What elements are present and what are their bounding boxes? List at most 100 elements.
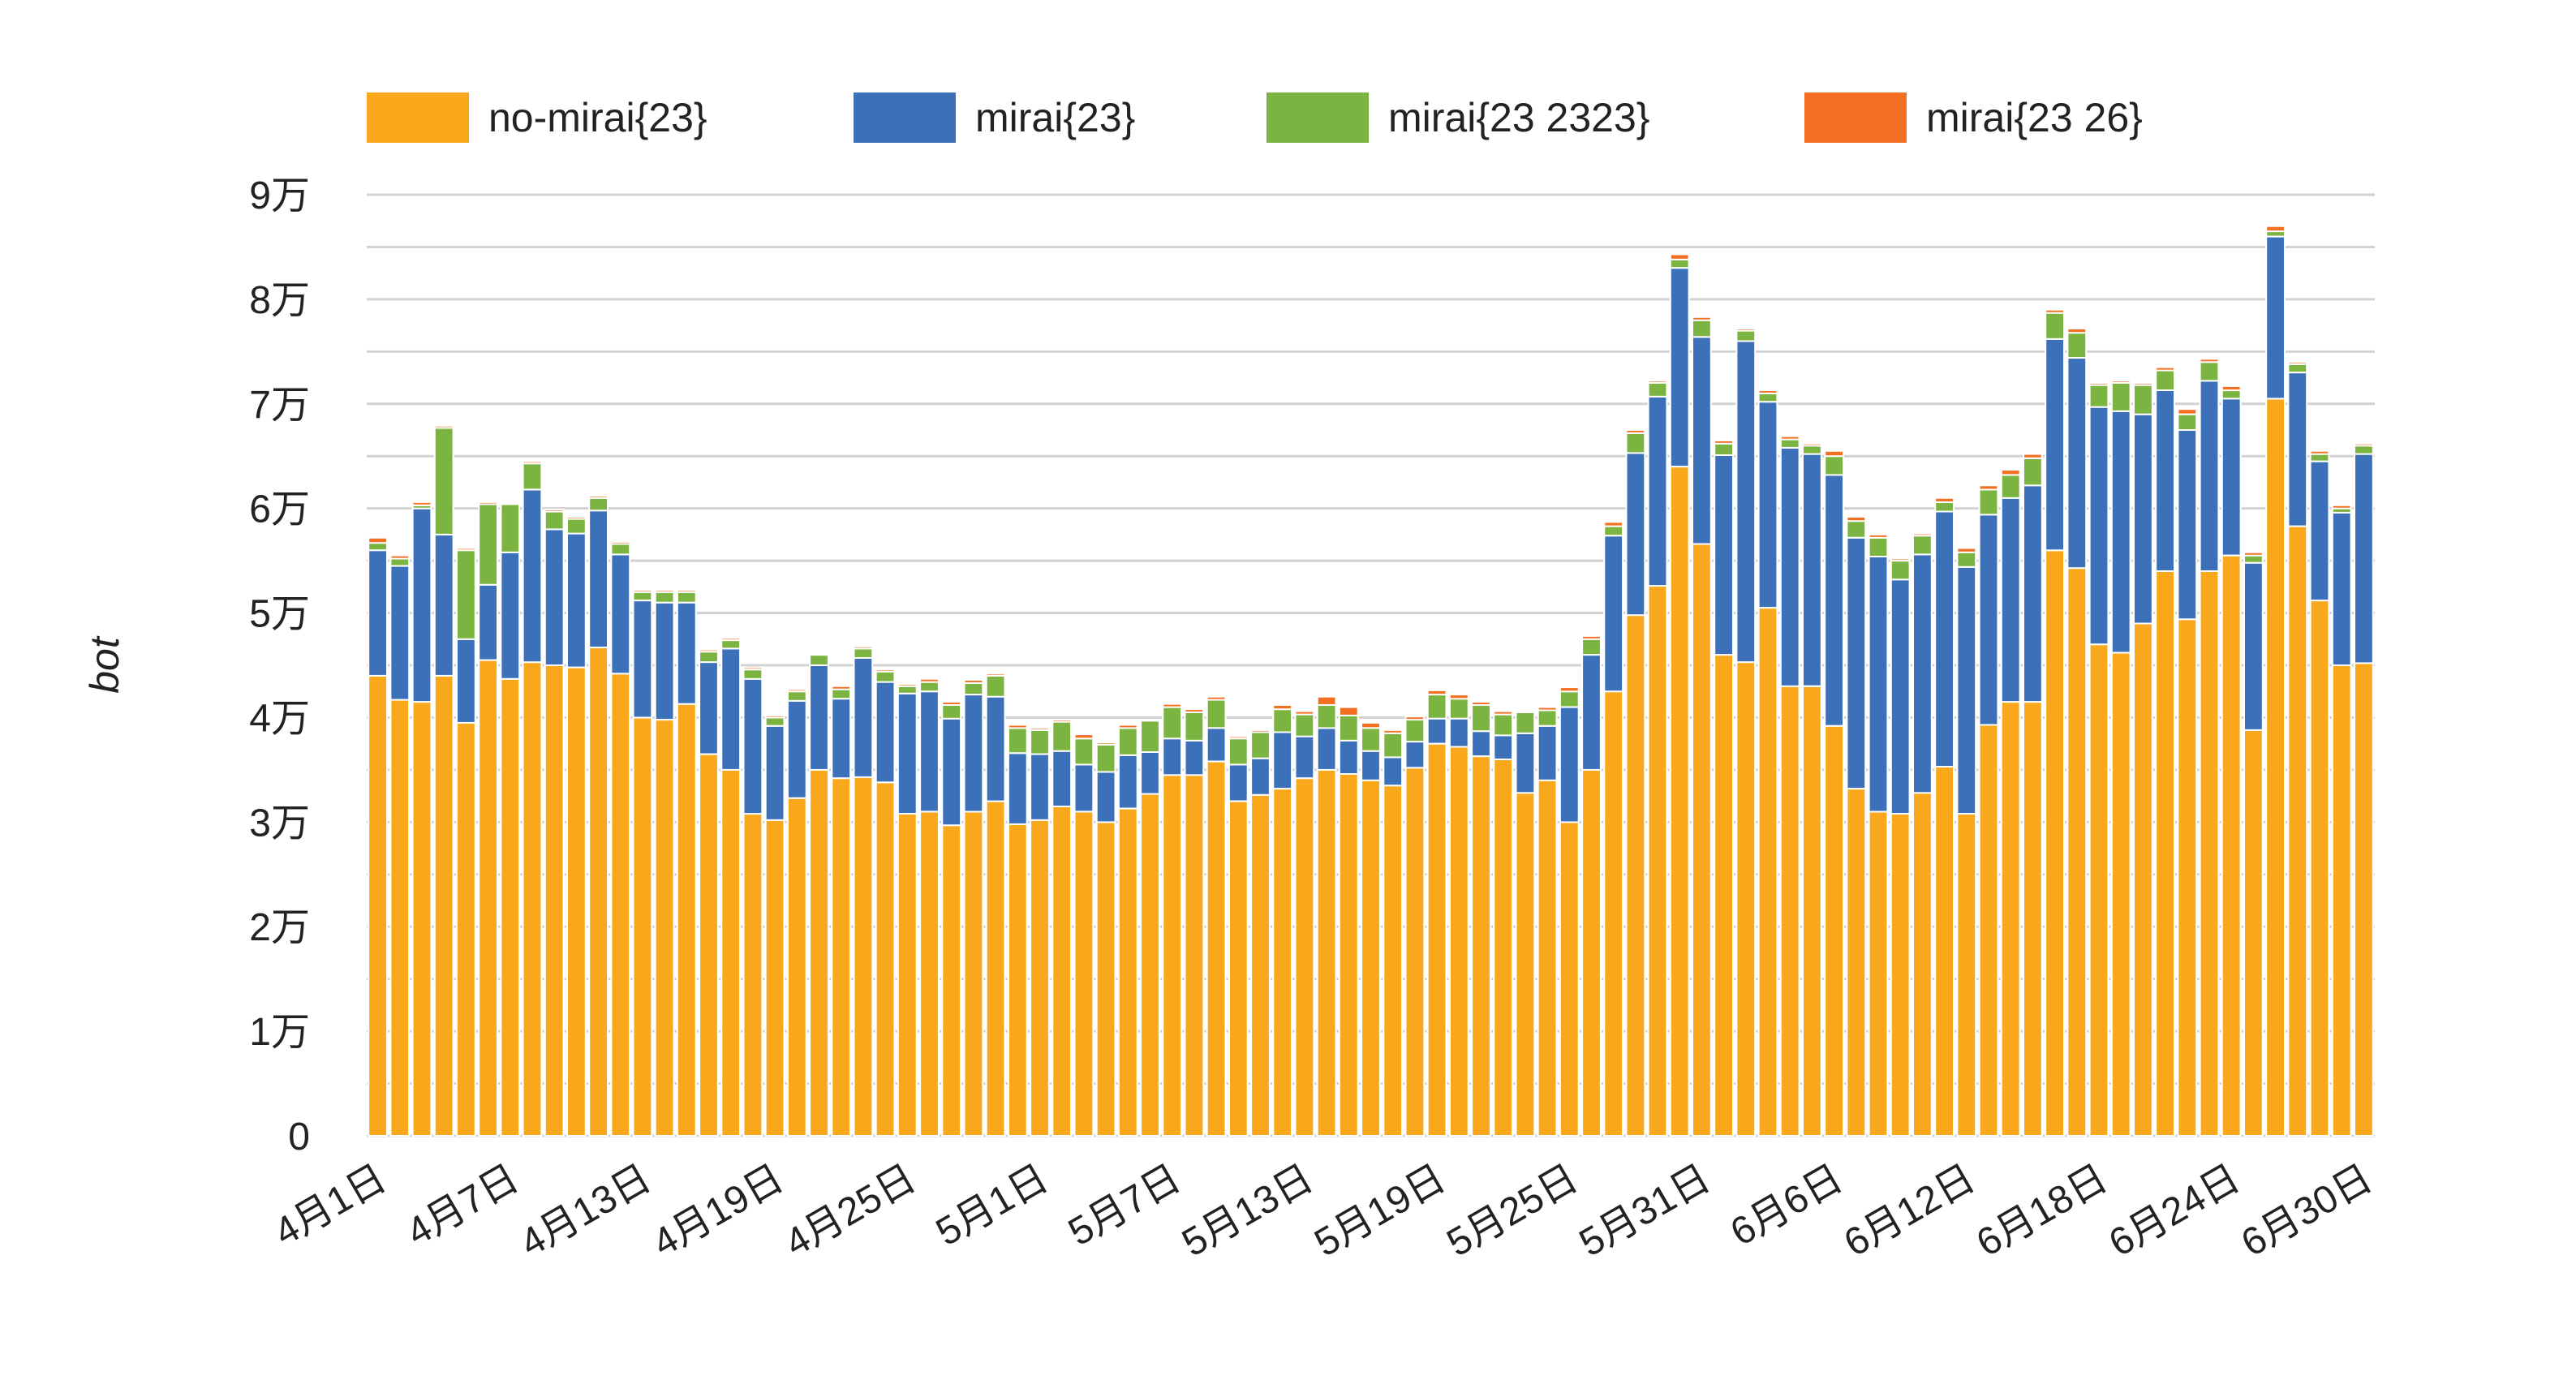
bar-segment-series-0 bbox=[809, 768, 829, 1137]
bar-segment-series-1 bbox=[1117, 754, 1138, 810]
x-tick-label: 5月31日 bbox=[1572, 1157, 1718, 1266]
bar-segment-series-0 bbox=[2155, 570, 2175, 1137]
bar-segment-series-2 bbox=[720, 639, 742, 650]
bar-segment-series-3 bbox=[1890, 557, 1911, 562]
bar-segment-series-0 bbox=[699, 753, 719, 1137]
bar-segment-series-2 bbox=[1779, 438, 1800, 449]
bar-segment-series-3 bbox=[1581, 634, 1602, 640]
bar-segment-series-0 bbox=[2110, 651, 2131, 1137]
bar-segment-series-2 bbox=[1338, 714, 1359, 742]
bar-segment-series-2 bbox=[2155, 369, 2175, 391]
bar-segment-series-0 bbox=[522, 661, 543, 1137]
bar-segment-series-2 bbox=[1692, 319, 1712, 338]
y-tick-label: 2万 bbox=[249, 906, 310, 949]
bar-segment-series-3 bbox=[1338, 706, 1359, 716]
bar-segment-series-1 bbox=[1824, 474, 1844, 727]
bar-segment-series-2 bbox=[1030, 729, 1050, 755]
bar-segment-series-2 bbox=[2177, 413, 2198, 432]
bar-segment-series-1 bbox=[897, 692, 918, 815]
x-tick-label: 4月19日 bbox=[646, 1157, 791, 1266]
bar-segment-series-1 bbox=[742, 677, 763, 815]
y-tick-label: 6万 bbox=[249, 488, 310, 531]
bar-segment-series-2 bbox=[1162, 706, 1183, 740]
bar-segment-series-3 bbox=[897, 683, 918, 687]
bar-segment-series-3 bbox=[1316, 695, 1337, 707]
x-tick-label: 4月13日 bbox=[513, 1157, 658, 1266]
bar-segment-series-2 bbox=[941, 704, 962, 720]
bar-segment-series-3 bbox=[2199, 358, 2220, 363]
bar-segment-series-0 bbox=[963, 810, 984, 1137]
bar-segment-series-3 bbox=[2309, 449, 2330, 455]
bar-segment-series-2 bbox=[1735, 329, 1757, 342]
bar-segment-series-2 bbox=[764, 716, 785, 727]
bar-segment-series-1 bbox=[1978, 514, 1999, 726]
bar-segment-series-0 bbox=[1647, 585, 1668, 1137]
bar-segment-series-3 bbox=[566, 516, 587, 520]
bar-segment-series-2 bbox=[1559, 690, 1580, 708]
bar-segment-series-1 bbox=[1846, 536, 1867, 790]
bar-segment-series-0 bbox=[1779, 685, 1800, 1137]
bar-segment-series-1 bbox=[654, 601, 675, 721]
bar-segment-series-3 bbox=[1493, 710, 1514, 716]
bar-segment-series-3 bbox=[588, 495, 609, 499]
bar-segment-series-1 bbox=[1471, 730, 1491, 758]
bar-segment-series-1 bbox=[1581, 654, 1602, 771]
bar-segment-series-2 bbox=[1581, 638, 1602, 656]
bar-segment-series-0 bbox=[764, 819, 785, 1137]
bar-segment-series-1 bbox=[1890, 578, 1911, 815]
bar-segment-series-3 bbox=[1735, 328, 1757, 332]
x-tick-label: 5月1日 bbox=[929, 1157, 1056, 1255]
bar-segment-series-2 bbox=[897, 685, 918, 694]
bar-segment-series-3 bbox=[522, 460, 543, 465]
bar-segment-series-1 bbox=[411, 507, 432, 703]
bar-segment-series-2 bbox=[2199, 361, 2220, 382]
bar-segment-series-0 bbox=[1426, 742, 1447, 1137]
bar-segment-series-2 bbox=[588, 497, 609, 512]
bar-segment-series-0 bbox=[786, 797, 807, 1137]
bar-segment-series-0 bbox=[1802, 685, 1822, 1137]
bar-segment-series-3 bbox=[2354, 442, 2374, 447]
y-tick-label: 3万 bbox=[249, 802, 310, 845]
bar-segment-series-2 bbox=[610, 543, 631, 556]
bar-segment-series-2 bbox=[1228, 737, 1249, 766]
bar-segment-series-0 bbox=[2243, 729, 2264, 1137]
bar-segment-series-1 bbox=[1868, 556, 1889, 813]
bar-segment-series-2 bbox=[544, 510, 565, 531]
bar-segment-series-2 bbox=[1272, 708, 1293, 733]
bar-segment-series-1 bbox=[2000, 497, 2021, 703]
bar-segment-series-1 bbox=[699, 661, 719, 755]
bar-segment-series-3 bbox=[2000, 469, 2021, 476]
bar-segment-series-3 bbox=[2221, 385, 2242, 392]
bar-segment-series-3 bbox=[1383, 729, 1404, 734]
bar-segment-series-2 bbox=[632, 591, 653, 602]
bar-segment-series-0 bbox=[1383, 785, 1404, 1137]
bar-segment-series-3 bbox=[2045, 308, 2065, 314]
bar-segment-series-2 bbox=[1978, 488, 1999, 516]
bar-segment-series-1 bbox=[1294, 735, 1315, 780]
bar-segment-series-1 bbox=[1537, 724, 1558, 781]
bar-segment-series-1 bbox=[389, 565, 411, 701]
bar-segment-series-1 bbox=[2199, 380, 2220, 572]
bar-segment-series-1 bbox=[2265, 235, 2286, 400]
bar-segment-series-0 bbox=[1007, 823, 1028, 1137]
bar-segment-series-3 bbox=[1228, 735, 1249, 740]
bar-segment-series-3 bbox=[1647, 380, 1668, 384]
bar-segment-series-2 bbox=[1846, 520, 1867, 539]
bar-segment-series-1 bbox=[1361, 750, 1381, 781]
bar-segment-series-3 bbox=[632, 589, 653, 593]
bar-segment-series-1 bbox=[1272, 731, 1293, 790]
bar-segment-series-3 bbox=[699, 648, 719, 653]
bar-segment-series-3 bbox=[809, 652, 829, 656]
bar-segment-series-3 bbox=[411, 501, 432, 506]
bar-segment-series-3 bbox=[720, 637, 742, 642]
bar-segment-series-1 bbox=[544, 528, 565, 667]
bar-segment-series-1 bbox=[831, 698, 852, 780]
bar-segment-series-3 bbox=[1757, 389, 1778, 394]
bar-segment-series-1 bbox=[1383, 756, 1404, 787]
bar-segment-series-1 bbox=[2023, 484, 2043, 703]
bar-segment-series-3 bbox=[1471, 701, 1491, 706]
bar-segment-series-0 bbox=[566, 666, 587, 1137]
bar-segment-series-1 bbox=[433, 533, 454, 677]
bar-segment-series-1 bbox=[1669, 267, 1690, 468]
